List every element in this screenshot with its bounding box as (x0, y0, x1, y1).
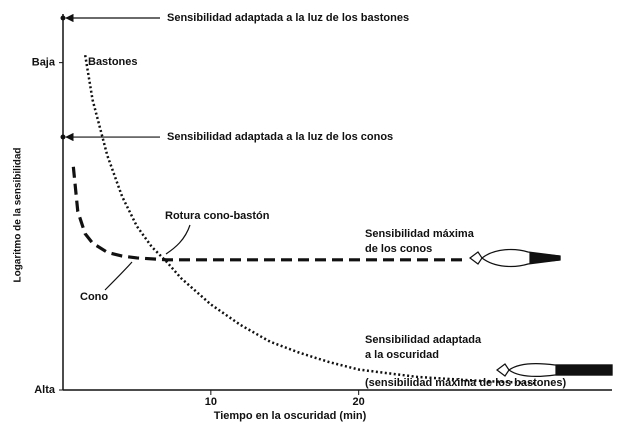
reference-dot (60, 15, 66, 21)
annotation: a la oscuridad (365, 349, 439, 361)
cone-cell-icon (469, 248, 561, 268)
y-tick-label: Baja (32, 57, 56, 69)
series-line (71, 166, 463, 262)
y-axis-label: Logaritmo de la sensibilidad (13, 147, 24, 282)
x-axis-label: Tiempo en la oscuridad (min) (214, 410, 367, 422)
annotation: Rotura cono-bastón (165, 210, 270, 222)
x-tick-label: 20 (353, 396, 365, 408)
series-line (83, 54, 537, 385)
annotation: Sensibilidad máxima (365, 228, 475, 240)
annotation-arrow (165, 224, 191, 255)
rod-cell-icon (496, 362, 613, 378)
x-tick-label: 10 (205, 396, 217, 408)
series-label: Cono (80, 291, 108, 303)
reference-label: Sensibilidad adaptada a la luz de los ba… (167, 12, 409, 24)
annotation: (sensibilidad máxima de los bastones) (365, 377, 566, 389)
series-label: Bastones (88, 56, 138, 68)
reference-label: Sensibilidad adaptada a la luz de los co… (167, 131, 393, 143)
annotation: de los conos (365, 243, 432, 255)
reference-dot (60, 134, 66, 140)
y-tick-label: Alta (34, 384, 56, 396)
annotation: Sensibilidad adaptada (365, 334, 482, 346)
annotation-arrow (104, 261, 133, 291)
